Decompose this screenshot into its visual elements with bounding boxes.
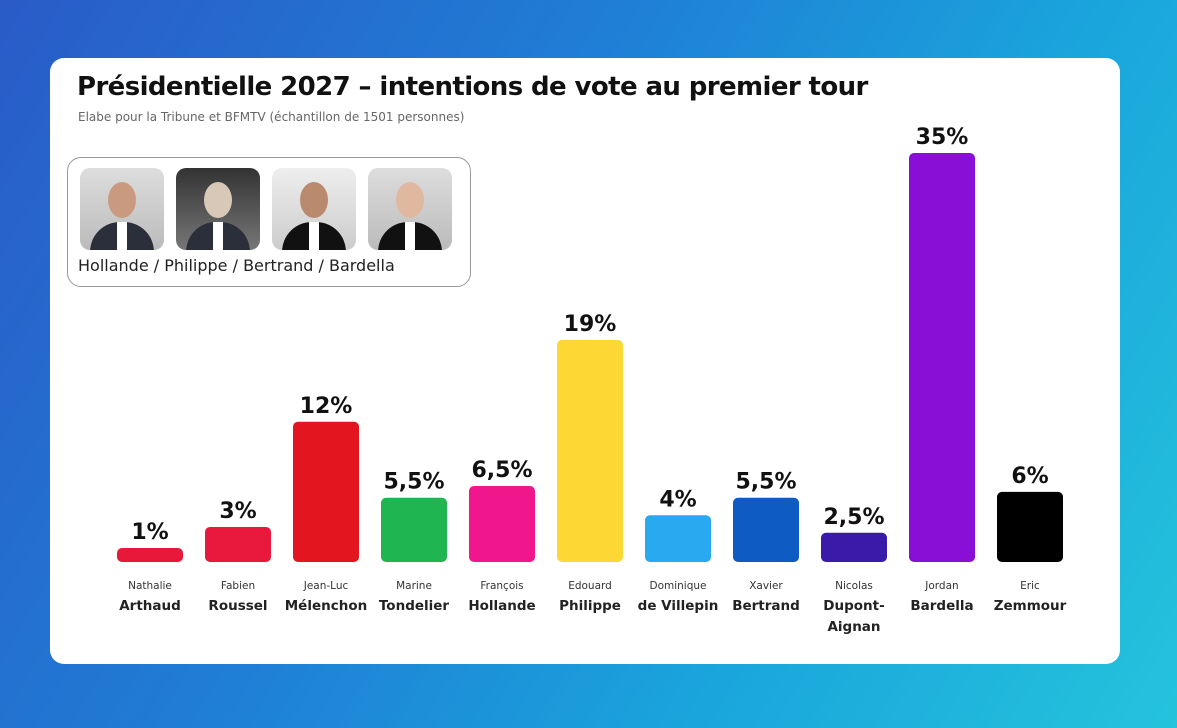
bar bbox=[909, 153, 975, 562]
category-last-name: Mélenchon bbox=[285, 598, 367, 614]
category-last-name: Roussel bbox=[208, 598, 267, 614]
value-label: 1% bbox=[131, 520, 168, 545]
bar bbox=[645, 515, 711, 562]
bar bbox=[381, 497, 447, 562]
category-first-name: Nicolas bbox=[835, 580, 873, 592]
bar bbox=[733, 497, 799, 562]
category-last-name: Aignan bbox=[827, 619, 880, 635]
photo-hollande bbox=[80, 168, 164, 250]
value-label: 6,5% bbox=[471, 458, 532, 483]
category-first-name: Edouard bbox=[568, 580, 612, 592]
category-first-name: Xavier bbox=[749, 580, 783, 592]
chart-title: Présidentielle 2027 – intentions de vote… bbox=[77, 72, 868, 102]
category-last-name: Bardella bbox=[910, 598, 973, 614]
value-label: 5,5% bbox=[383, 470, 444, 495]
category-last-name: Tondelier bbox=[379, 598, 450, 614]
value-label: 3% bbox=[219, 499, 256, 524]
category-last-name: Dupont- bbox=[823, 598, 884, 614]
value-label: 12% bbox=[300, 394, 353, 419]
category-last-name: Arthaud bbox=[119, 598, 181, 614]
category-first-name: Eric bbox=[1020, 580, 1040, 592]
bar bbox=[557, 339, 623, 562]
category-first-name: Dominique bbox=[649, 580, 706, 592]
category-first-name: François bbox=[480, 580, 523, 592]
value-label: 4% bbox=[659, 487, 696, 512]
category-first-name: Jordan bbox=[924, 580, 958, 592]
bar bbox=[205, 526, 271, 562]
category-first-name: Jean-Luc bbox=[303, 580, 349, 592]
photo-philippe bbox=[176, 168, 260, 250]
category-first-name: Fabien bbox=[221, 580, 255, 592]
category-first-name: Nathalie bbox=[128, 580, 172, 592]
chart-subtitle: Elabe pour la Tribune et BFMTV (échantil… bbox=[78, 110, 465, 124]
scenario-caption: Hollande / Philippe / Bertrand / Bardell… bbox=[78, 256, 395, 275]
category-last-name: Zemmour bbox=[994, 598, 1067, 614]
category-last-name: de Villepin bbox=[638, 598, 719, 614]
value-label: 35% bbox=[916, 125, 969, 150]
category-last-name: Philippe bbox=[559, 598, 621, 614]
photo-bertrand bbox=[272, 168, 356, 250]
photo-bardella bbox=[368, 168, 452, 250]
candidate-photos-box: Hollande / Philippe / Bertrand / Bardell… bbox=[67, 157, 471, 287]
category-last-name: Hollande bbox=[468, 598, 535, 614]
value-label: 5,5% bbox=[735, 470, 796, 495]
bar bbox=[117, 548, 183, 562]
value-label: 6% bbox=[1011, 464, 1048, 489]
bar bbox=[293, 421, 359, 562]
value-label: 2,5% bbox=[823, 505, 884, 530]
value-label: 19% bbox=[564, 312, 617, 337]
bar bbox=[997, 491, 1063, 562]
bar bbox=[821, 532, 887, 562]
category-first-name: Marine bbox=[396, 580, 432, 592]
bar bbox=[469, 486, 535, 562]
category-last-name: Bertrand bbox=[732, 598, 800, 614]
